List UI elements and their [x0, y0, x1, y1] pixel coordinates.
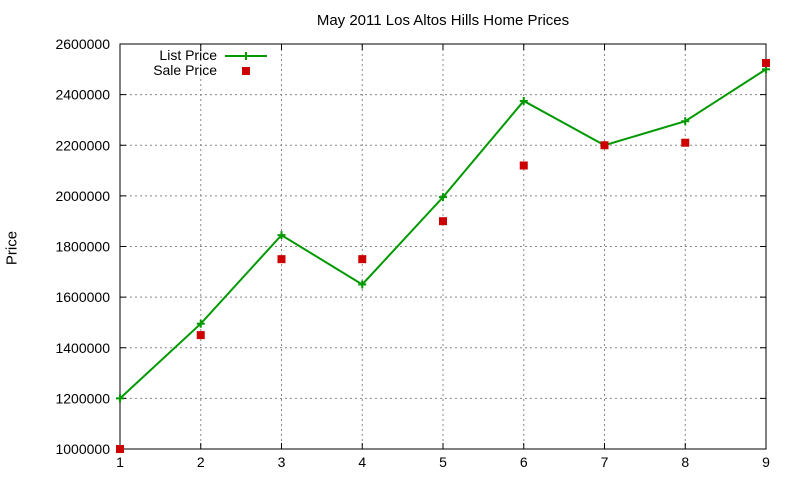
sale-price-point	[762, 58, 770, 67]
list-price-point	[681, 117, 690, 126]
axes: 1000000 1200000 1400000 1600000 1800000 20000…	[55, 36, 770, 470]
x-tick-label: 7	[601, 454, 609, 470]
sale-price-point	[116, 445, 124, 453]
chart-title: May 2011 Los Altos Hills Home Prices	[316, 12, 570, 29]
list-price-point	[439, 193, 447, 202]
y-tick-label: 1600000	[55, 289, 110, 305]
list-price-point	[196, 319, 205, 328]
grid-lines	[120, 44, 766, 449]
x-tick-label: 2	[197, 454, 205, 470]
sale-price-point	[681, 138, 690, 147]
sale-price-point	[196, 331, 205, 340]
legend-label: List Price	[159, 47, 217, 63]
x-tick-label: 9	[762, 454, 770, 470]
sale-price-point	[358, 255, 367, 264]
list-price-point	[358, 280, 367, 289]
y-tick-label: 2200000	[55, 137, 110, 153]
x-tick-label: 1	[116, 454, 124, 470]
y-tick-label: 1400000	[55, 340, 110, 356]
list-price-point	[519, 96, 528, 105]
sale-price-point	[439, 217, 447, 226]
list-price-point	[116, 394, 124, 403]
list-price-point	[277, 231, 286, 240]
x-tick-label: 4	[358, 454, 366, 470]
series	[116, 58, 770, 453]
legend-label: Sale Price	[153, 62, 217, 78]
y-tick-label: 1800000	[55, 239, 110, 255]
y-tick-label: 1200000	[55, 390, 110, 406]
y-tick-label: 2000000	[55, 188, 110, 204]
x-tick-label: 6	[520, 454, 528, 470]
sale-price-point	[277, 255, 286, 264]
y-tick-label: 2400000	[55, 87, 110, 103]
sale-price-point	[600, 141, 609, 150]
legend-swatch-marker	[242, 52, 250, 60]
sale-price-point	[519, 161, 528, 170]
legend-swatch-marker	[242, 67, 250, 75]
x-tick-label: 5	[439, 454, 447, 470]
x-tick-label: 3	[278, 454, 286, 470]
y-tick-label: 2600000	[55, 36, 110, 52]
x-tick-label: 8	[681, 454, 689, 470]
y-tick-label: 1000000	[55, 441, 110, 457]
